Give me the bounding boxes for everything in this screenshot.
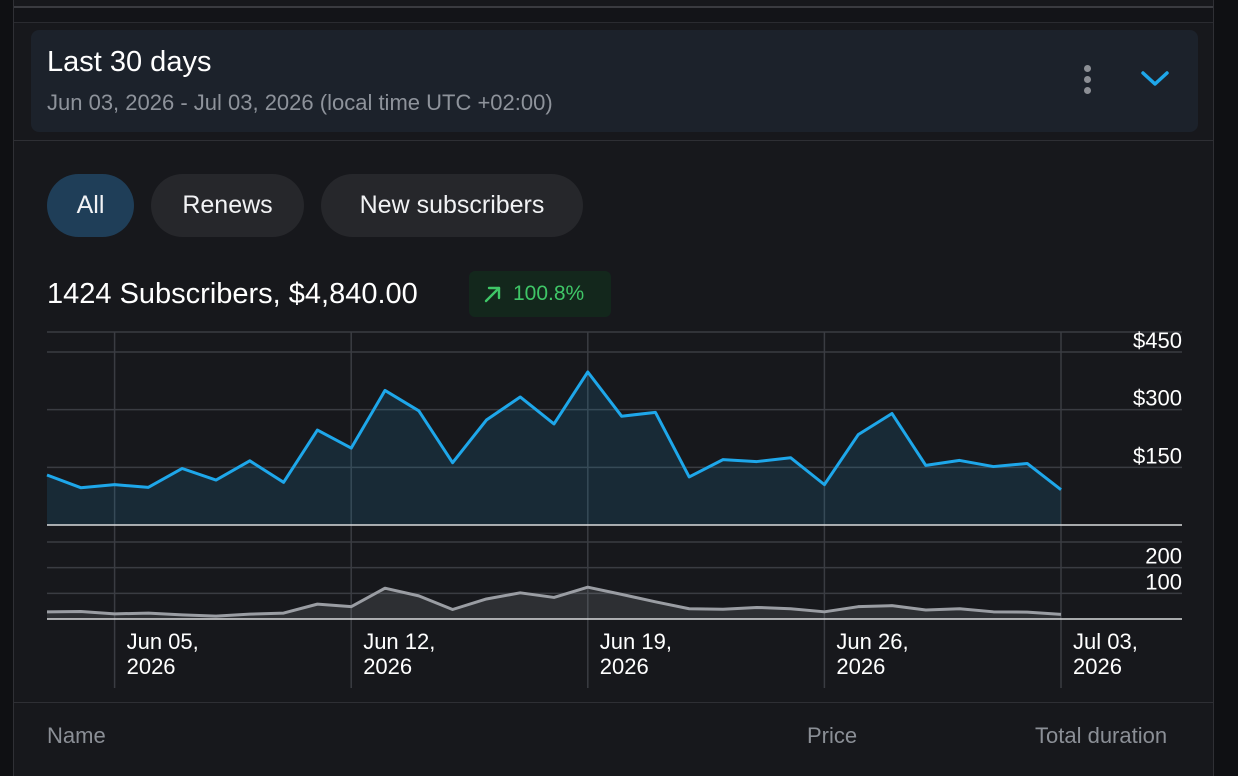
trend-value: 100.8% xyxy=(513,282,585,305)
x-tick-label: Jun 12, xyxy=(363,629,435,654)
y-tick-label: $450 xyxy=(1133,328,1182,353)
subscribers-line xyxy=(46,585,1062,618)
x-tick-label: 2026 xyxy=(363,654,412,679)
column-header-price[interactable]: Price xyxy=(807,723,858,748)
revenue-area xyxy=(47,371,1061,525)
period-title: Last 30 days xyxy=(47,46,212,78)
trend-badge: 100.8% xyxy=(469,271,611,317)
column-header-name[interactable]: Name xyxy=(47,723,106,748)
x-tick-label: 2026 xyxy=(1073,654,1122,679)
arrow-up-right-icon xyxy=(484,286,501,303)
x-tick-label: 2026 xyxy=(836,654,885,679)
period-selector[interactable]: Last 30 days Jun 03, 2026 - Jul 03, 2026… xyxy=(31,30,1198,132)
y-tick-label: 100 xyxy=(1145,569,1182,594)
y-tick-label: 200 xyxy=(1145,544,1182,569)
x-tick-label: Jun 26, xyxy=(836,629,908,654)
y-tick-label: $150 xyxy=(1133,443,1182,468)
app-frame: Last 30 days Jun 03, 2026 - Jul 03, 2026… xyxy=(13,0,1214,776)
x-tick-label: Jul 03, xyxy=(1073,629,1138,654)
section-divider xyxy=(14,702,1213,703)
column-header-total-duration[interactable]: Total duration xyxy=(1035,723,1168,748)
more-options-icon[interactable] xyxy=(1077,62,1097,102)
summary-total: 1424 Subscribers, $4,840.00 xyxy=(47,278,418,310)
x-tick-label: 2026 xyxy=(600,654,649,679)
y-tick-label: $300 xyxy=(1133,386,1182,411)
x-tick-label: Jun 19, xyxy=(600,629,672,654)
x-tick-label: Jun 05, xyxy=(127,629,199,654)
x-tick-label: 2026 xyxy=(127,654,176,679)
revenue-line xyxy=(46,370,1062,491)
filter-renews[interactable]: Renews xyxy=(151,174,304,237)
chevron-down-icon[interactable] xyxy=(1137,64,1173,94)
period-range: Jun 03, 2026 - Jul 03, 2026 (local time … xyxy=(47,90,553,115)
section-divider xyxy=(14,140,1213,141)
filter-new-subscribers[interactable]: New subscribers xyxy=(321,174,583,237)
top-divider xyxy=(14,6,1213,23)
filter-all[interactable]: All xyxy=(47,174,134,237)
